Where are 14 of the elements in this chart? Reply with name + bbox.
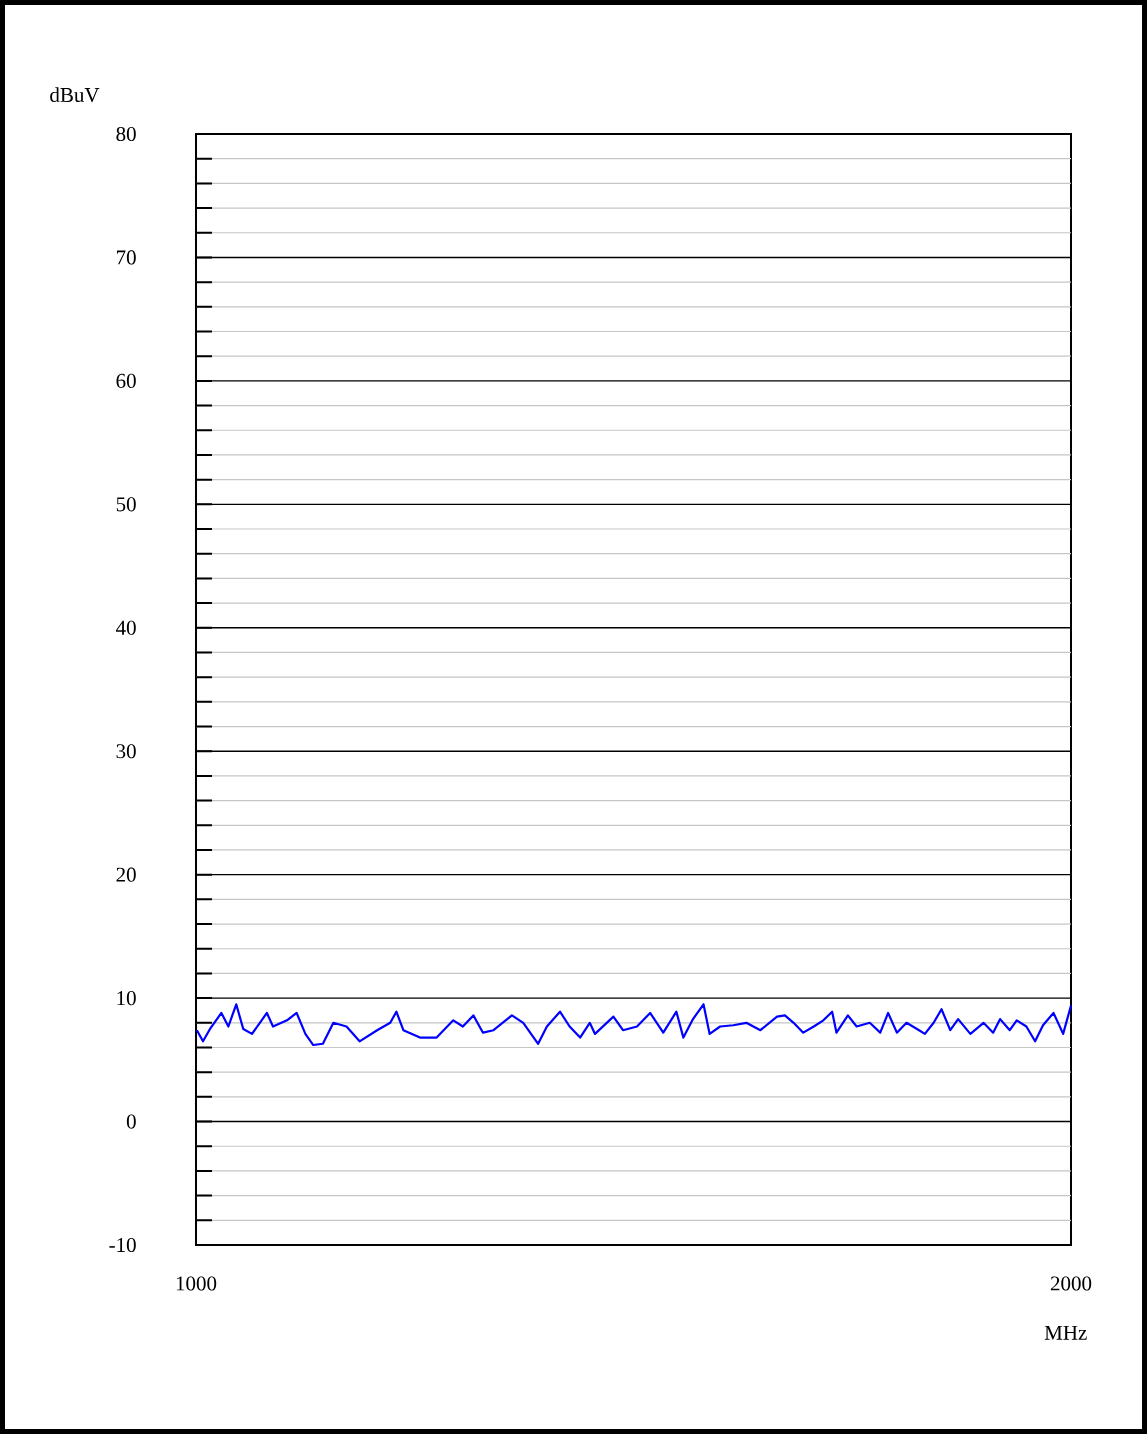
y-tick-label: -10 <box>109 1237 136 1253</box>
y-axis-title: dBuV <box>50 87 100 103</box>
y-tick-label: 20 <box>116 867 136 882</box>
y-tick-label: 70 <box>116 250 136 265</box>
y-tick-label: 40 <box>116 620 136 635</box>
x-tick-label: 2000 <box>1050 1276 1092 1291</box>
y-tick-label: 50 <box>116 497 136 512</box>
x-tick-label: 1000 <box>176 1276 217 1291</box>
y-tick-label: 80 <box>116 126 136 142</box>
y-tick-label: 0 <box>126 1114 136 1129</box>
y-tick-label: 60 <box>116 373 136 388</box>
y-tick-label: 10 <box>117 991 136 1006</box>
x-axis-title: MHz <box>1044 1325 1087 1340</box>
y-tick-label: 30 <box>116 744 136 759</box>
